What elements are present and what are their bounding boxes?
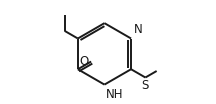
Text: O: O xyxy=(79,55,88,68)
Text: S: S xyxy=(142,79,149,92)
Text: N: N xyxy=(134,23,143,36)
Text: NH: NH xyxy=(106,88,123,101)
